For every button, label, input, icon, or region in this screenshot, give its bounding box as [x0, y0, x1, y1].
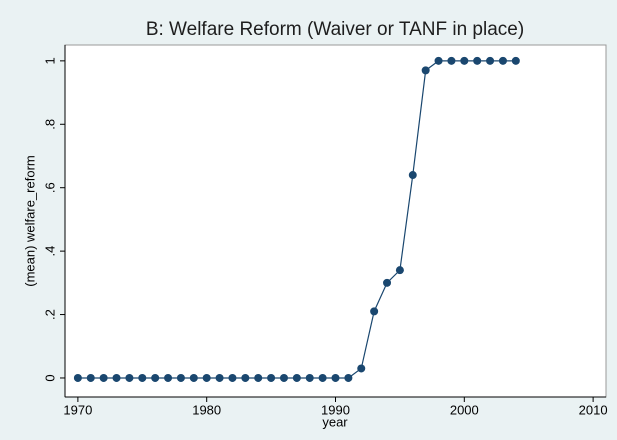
marker	[395, 266, 404, 275]
marker	[447, 56, 456, 65]
marker	[460, 56, 469, 65]
marker	[125, 373, 134, 382]
marker	[318, 373, 327, 382]
x-tick-label: 1980	[192, 402, 221, 417]
marker	[228, 373, 237, 382]
marker	[202, 373, 211, 382]
marker	[189, 373, 198, 382]
x-tick-label: 2000	[450, 402, 479, 417]
x-tick-label: 1990	[321, 402, 350, 417]
marker	[215, 373, 224, 382]
x-tick-label: 2010	[579, 402, 608, 417]
y-tick-label: .2	[42, 309, 57, 320]
y-tick-label: .6	[42, 182, 57, 193]
chart-title: B: Welfare Reform (Waiver or TANF in pla…	[146, 19, 524, 40]
y-tick-label: .8	[42, 119, 57, 130]
marker	[151, 373, 160, 382]
marker	[383, 278, 392, 287]
marker	[434, 56, 443, 65]
marker	[86, 373, 95, 382]
marker	[73, 373, 82, 382]
y-tick-label: 1	[42, 57, 57, 64]
marker	[305, 373, 314, 382]
marker	[254, 373, 263, 382]
marker	[99, 373, 108, 382]
marker	[267, 373, 276, 382]
marker	[486, 56, 495, 65]
plot-region	[64, 44, 607, 398]
marker	[370, 307, 379, 316]
marker	[331, 373, 340, 382]
marker	[138, 373, 147, 382]
x-axis-title: year	[322, 414, 348, 429]
marker	[421, 66, 430, 75]
y-tick-label: .4	[42, 246, 57, 257]
y-tick-label: 0	[42, 374, 57, 381]
marker	[112, 373, 121, 382]
x-tick-label: 1970	[63, 402, 92, 417]
marker	[357, 364, 366, 373]
marker	[408, 171, 417, 180]
marker	[279, 373, 288, 382]
marker	[292, 373, 301, 382]
marker	[473, 56, 482, 65]
marker	[241, 373, 250, 382]
marker	[344, 373, 353, 382]
marker	[511, 56, 520, 65]
marker	[164, 373, 173, 382]
marker	[176, 373, 185, 382]
marker	[498, 56, 507, 65]
y-axis-title: (mean) welfare_reform	[22, 155, 37, 287]
